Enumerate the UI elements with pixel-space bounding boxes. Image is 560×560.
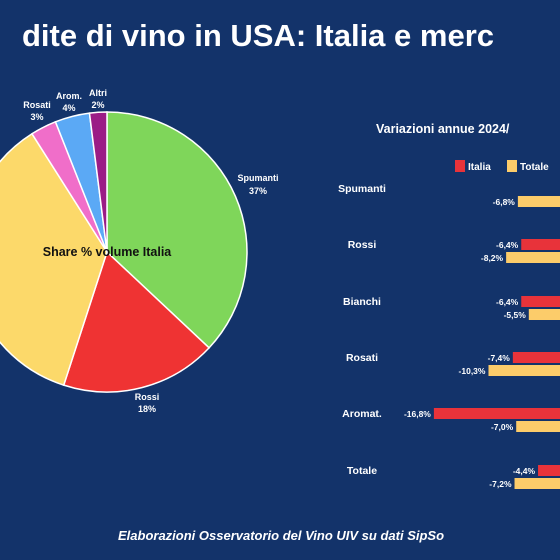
bar-value-label: -10,3%: [459, 366, 486, 376]
bar-value-label: -5,5%: [504, 310, 527, 320]
bar-chart-title: Variazioni annue 2024/: [376, 122, 510, 136]
bar-category-label: Bianchi: [343, 296, 381, 308]
legend-label-italia: Italia: [468, 162, 491, 173]
legend-label-totale: Totale: [520, 162, 549, 173]
bar-totale-bianchi: [528, 309, 560, 320]
bar-category-label: Totale: [347, 465, 377, 477]
bar-italia-totale: [538, 465, 560, 476]
footer-source: Elaborazioni Osservatorio del Vino UIV s…: [118, 528, 444, 543]
bar-totale-aromat: [516, 421, 560, 432]
page-title: dite di vino in USA: Italia e merc: [22, 18, 494, 53]
bar-totale-rosati: [488, 365, 560, 376]
bar-category-label: Aromat.: [342, 408, 382, 420]
bar-chart: Spumanti -6,8% Rossi -6,4% -8,2% Bianchi -6,4%…: [338, 183, 560, 489]
pie-chart: Spumanti 37% Rossi 18% Rosati 3% Arom. 4% Altri 2…: [0, 88, 279, 414]
pie-value-altri: 2%: [91, 100, 104, 110]
pie-label-arom: Arom.: [56, 91, 82, 101]
bar-value-label: -6,4%: [496, 240, 519, 250]
bar-value-label: -6,4%: [496, 297, 519, 307]
pie-slice-rossi: [62, 250, 211, 393]
bar-legend: Italia Totale: [455, 160, 549, 173]
legend-swatch-totale: [507, 160, 517, 172]
bar-category-label: Rossi: [348, 239, 377, 251]
bar-italia-bianchi: [521, 296, 560, 307]
pie-slice-bianchi: [0, 132, 108, 387]
bar-value-label: -8,2%: [481, 253, 504, 263]
pie-label-rosati: Rosati: [23, 100, 51, 110]
pie-slice-spumanti: [106, 111, 248, 349]
bar-category-label: Spumanti: [338, 183, 386, 195]
pie-slice-altri: [88, 111, 108, 253]
bar-italia-aromat: [433, 408, 560, 419]
pie-label-altri: Altri: [89, 88, 107, 98]
pie-label-spumanti: Spumanti: [237, 173, 278, 183]
bar-value-label: -7,4%: [488, 353, 511, 363]
legend-swatch-italia: [455, 160, 465, 172]
bar-value-label: -4,4%: [513, 466, 536, 476]
bar-totale-spumanti: [517, 196, 560, 207]
bar-italia-rosati: [512, 352, 560, 363]
bar-category-label: Rosati: [346, 352, 378, 364]
pie-value-rosati: 3%: [30, 112, 43, 122]
pie-value-rossi: 18%: [138, 404, 156, 414]
bar-value-label: -6,8%: [493, 197, 516, 207]
bar-totale-totale: [514, 478, 560, 489]
bar-value-label: -7,2%: [489, 479, 512, 489]
bar-value-label: -16,8%: [404, 409, 431, 419]
bar-italia-rossi: [521, 239, 560, 250]
bar-totale-rossi: [506, 252, 560, 263]
bar-value-label: -7,0%: [491, 422, 514, 432]
pie-value-arom: 4%: [62, 103, 75, 113]
pie-label-rossi: Rossi: [135, 392, 160, 402]
pie-chart-title: Share % volume Italia: [43, 245, 173, 259]
pie-value-spumanti: 37%: [249, 186, 267, 196]
